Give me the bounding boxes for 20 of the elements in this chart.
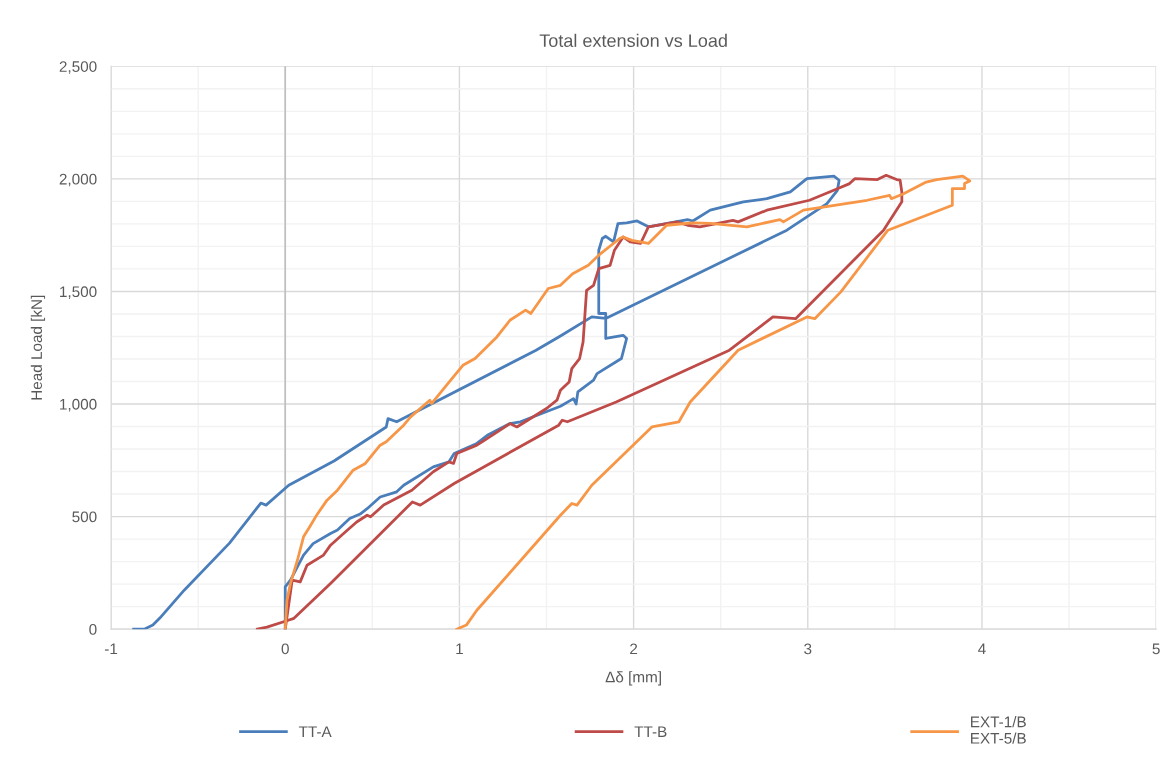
legend-label: EXT-1/B EXT-5/B <box>971 716 1026 744</box>
x-tick-label: 2 <box>630 643 638 655</box>
legend-label: TT-B <box>634 726 667 737</box>
chart-title: Total extension vs Load <box>539 33 727 48</box>
y-tick-label: 500 <box>72 511 97 523</box>
x-tick-label: 4 <box>978 643 986 655</box>
x-tick-label: 1 <box>456 643 463 655</box>
y-tick-label: 2,000 <box>59 173 97 187</box>
x-axis-title: Δδ [mm] <box>605 671 661 686</box>
legend-label: TT-A <box>298 726 332 737</box>
x-tick-label: -1 <box>104 643 118 655</box>
y-axis-title: Head Load [kN] <box>30 295 46 400</box>
x-tick-label: 5 <box>1152 643 1160 655</box>
y-tick-label: 1,000 <box>60 398 97 412</box>
x-tick-label: 3 <box>804 643 812 655</box>
line-series <box>132 174 841 630</box>
y-tick-label: 2,500 <box>59 61 97 74</box>
y-tick-label: 0 <box>89 624 97 635</box>
y-tick-label: 1,500 <box>60 286 97 299</box>
x-tick-label: 0 <box>281 643 289 655</box>
